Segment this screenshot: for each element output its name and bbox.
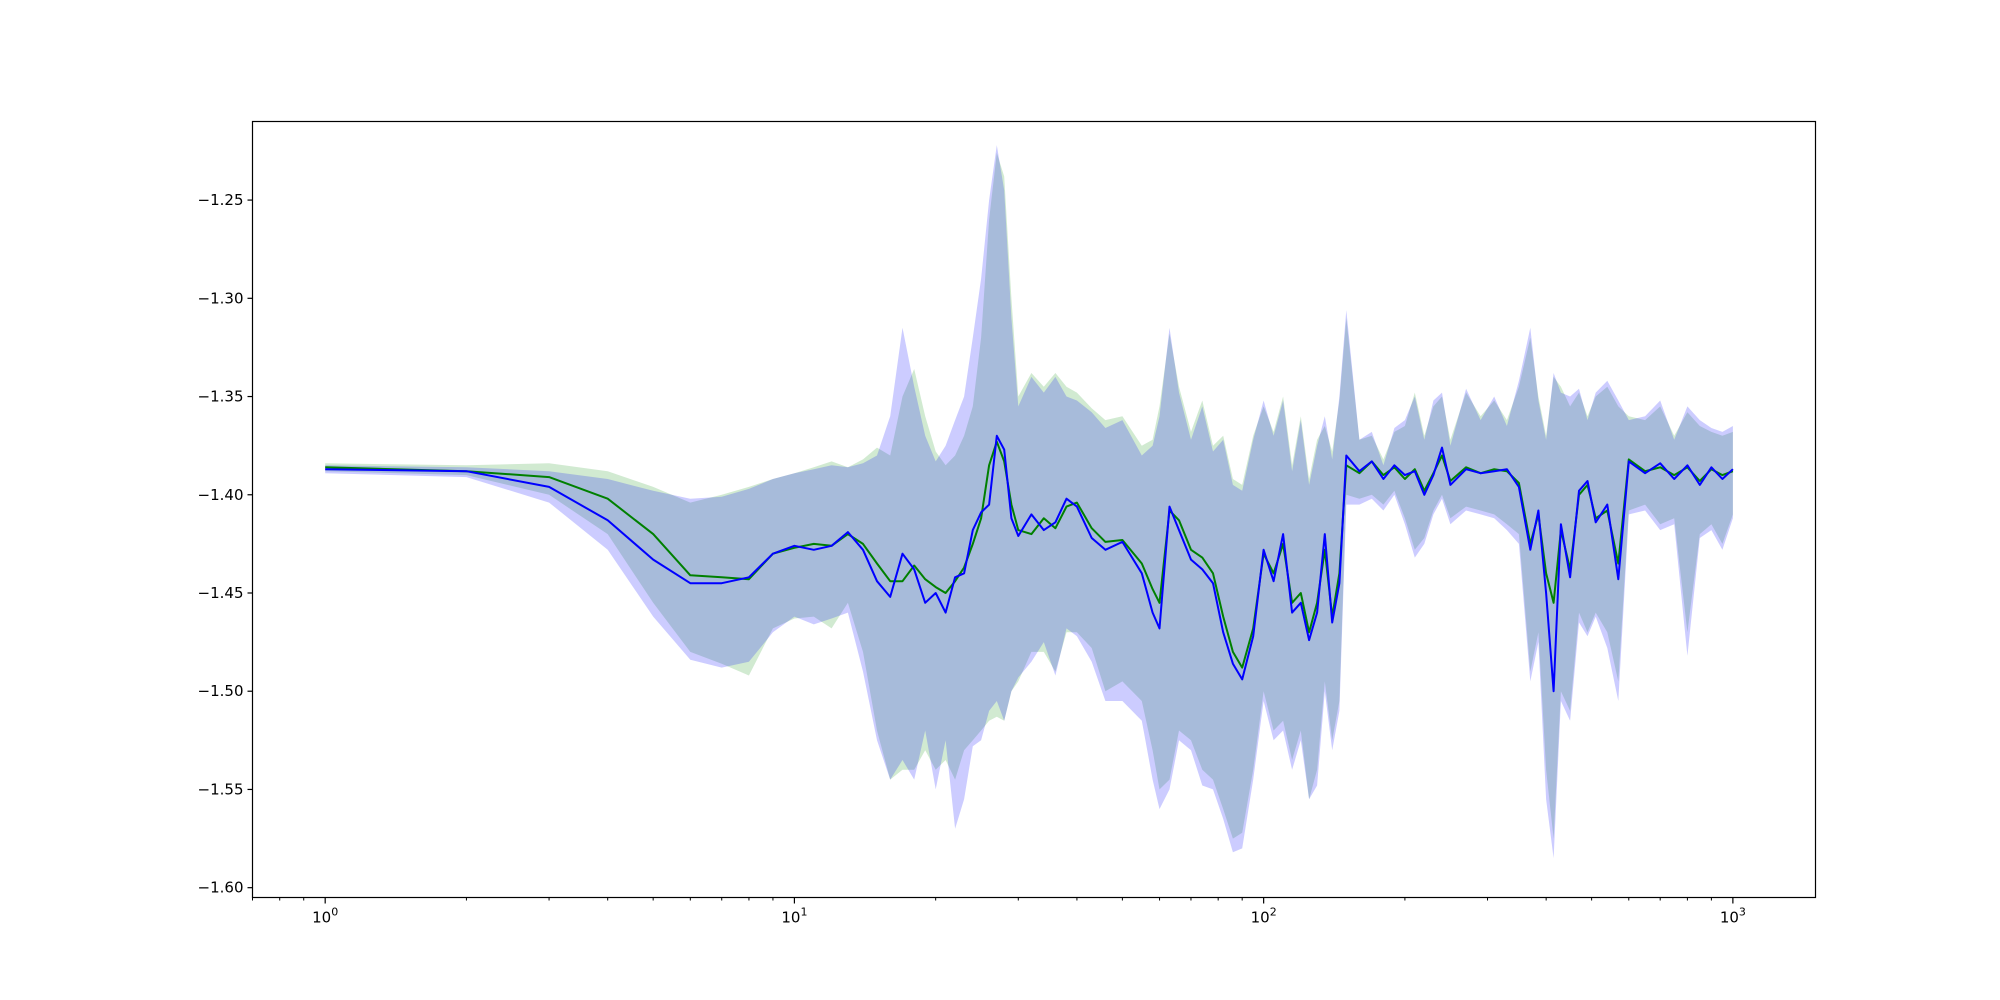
series-1-band — [325, 152, 1733, 839]
y-tick-label: −1.30 — [198, 289, 244, 307]
y-tick-label: −1.50 — [198, 682, 244, 700]
y-axis: −1.25 −1.30 −1.35 −1.40 −1.45 −1.50 −1.55 −1.60 — [198, 191, 253, 897]
x-tick-label: 102 — [1251, 906, 1277, 927]
plot-frame — [251, 120, 1817, 899]
series-1-line — [325, 440, 1734, 669]
x-axis: 100 101 102 103 — [252, 897, 1746, 927]
y-tick-label: −1.35 — [198, 388, 244, 406]
x-tick-label: 103 — [1720, 906, 1746, 927]
y-tick-label: −1.40 — [198, 486, 244, 504]
y-tick-label: −1.55 — [198, 780, 244, 798]
y-tick-label: −1.45 — [198, 584, 244, 602]
confidence-bands — [325, 145, 1733, 859]
y-tick-label: −1.25 — [198, 191, 244, 209]
x-tick-label: 101 — [781, 906, 807, 927]
y-tick-label: −1.60 — [198, 879, 244, 897]
series-lines — [325, 434, 1734, 693]
series-2-line — [325, 434, 1734, 693]
x-tick-label: 100 — [312, 906, 338, 927]
series-2-band — [325, 145, 1733, 859]
